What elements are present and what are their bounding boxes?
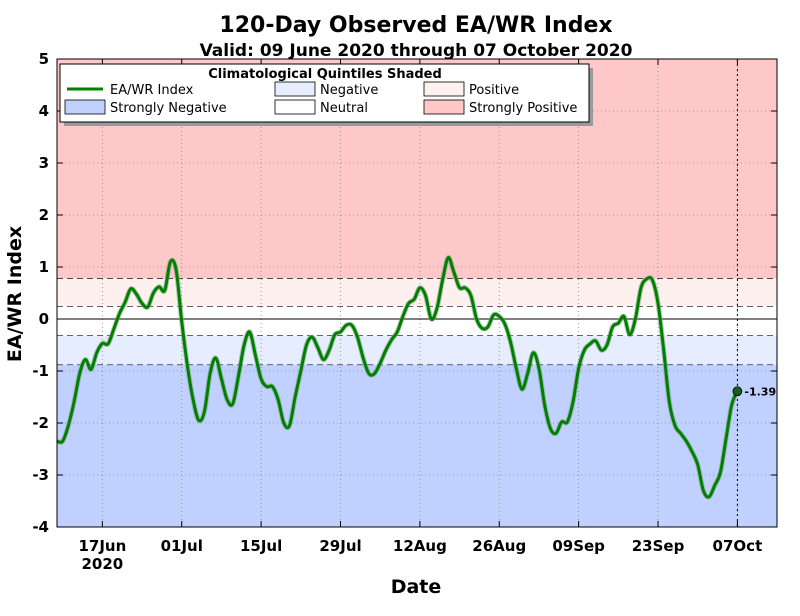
legend-swatch — [64, 99, 106, 115]
x-tick-year-label: 2020 — [81, 555, 123, 573]
y-axis-label: EA/WR Index — [4, 226, 26, 362]
legend-label: Positive — [469, 83, 519, 98]
x-tick-label: 09Sep — [552, 537, 605, 555]
x-axis-label: Date — [391, 576, 442, 598]
y-tick-label: -4 — [32, 518, 49, 536]
x-tick-label: 12Aug — [393, 537, 447, 555]
series-layer: -1.39 — [56, 255, 776, 500]
x-tick-label: 15Jul — [240, 537, 282, 555]
band-strongly-negative — [57, 364, 777, 527]
x-tick-label: 01Jul — [161, 537, 203, 555]
legend-swatch — [423, 81, 465, 97]
legend-title: Climatological Quintiles Shaded — [208, 67, 442, 82]
y-tick-label: 3 — [39, 154, 49, 172]
y-tick-label: 0 — [39, 310, 49, 328]
y-tick-label: 2 — [39, 206, 49, 224]
y-tick-label: 4 — [39, 102, 49, 120]
band-neutral — [57, 306, 777, 336]
legend-label: Negative — [320, 83, 378, 98]
legend-swatch — [423, 99, 465, 115]
legend-label: Strongly Negative — [110, 101, 227, 116]
plot-frame — [56, 58, 778, 528]
legend-label: Neutral — [320, 101, 368, 116]
x-axis-ticks: 17Jun 01Jul 15Jul 29Jul 12Aug 26Aug 09Sep 23Sep… — [78, 59, 762, 573]
y-tick-label: 5 — [39, 50, 49, 68]
x-tick-label: 17Jun — [78, 537, 126, 555]
legend-swatch — [274, 81, 316, 97]
band-negative — [57, 335, 777, 365]
legend-box — [59, 63, 590, 123]
legend-label: EA/WR Index — [110, 83, 194, 98]
y-tick-label: -3 — [32, 466, 49, 484]
x-tick-label: 07Oct — [713, 537, 763, 555]
legend-swatch — [274, 99, 316, 115]
last-point-marker — [732, 386, 743, 397]
x-tick-label: 26Aug — [472, 537, 526, 555]
chart-subtitle: Valid: 09 June 2020 through 07 October 2… — [200, 41, 633, 61]
chart-title: 120-Day Observed EA/WR Index — [219, 13, 612, 38]
y-tick-label: -1 — [32, 362, 49, 380]
legend: Climatological Quintiles Shaded EA/WR In… — [59, 63, 593, 126]
series-line — [56, 256, 739, 499]
legend-entries: EA/WR Index Negative Positive Strongly Nega… — [64, 81, 577, 116]
last-value-label: -1.39 — [744, 385, 776, 398]
y-tick-label: -2 — [32, 414, 49, 432]
y-tick-label: 1 — [39, 258, 49, 276]
y-axis-ticks: -4 -3 -2 -1 0 1 2 3 4 5 — [32, 50, 777, 536]
x-tick-label: 29Jul — [319, 537, 361, 555]
legend-label: Strongly Positive — [469, 101, 577, 116]
x-tick-label: 23Sep — [632, 537, 685, 555]
